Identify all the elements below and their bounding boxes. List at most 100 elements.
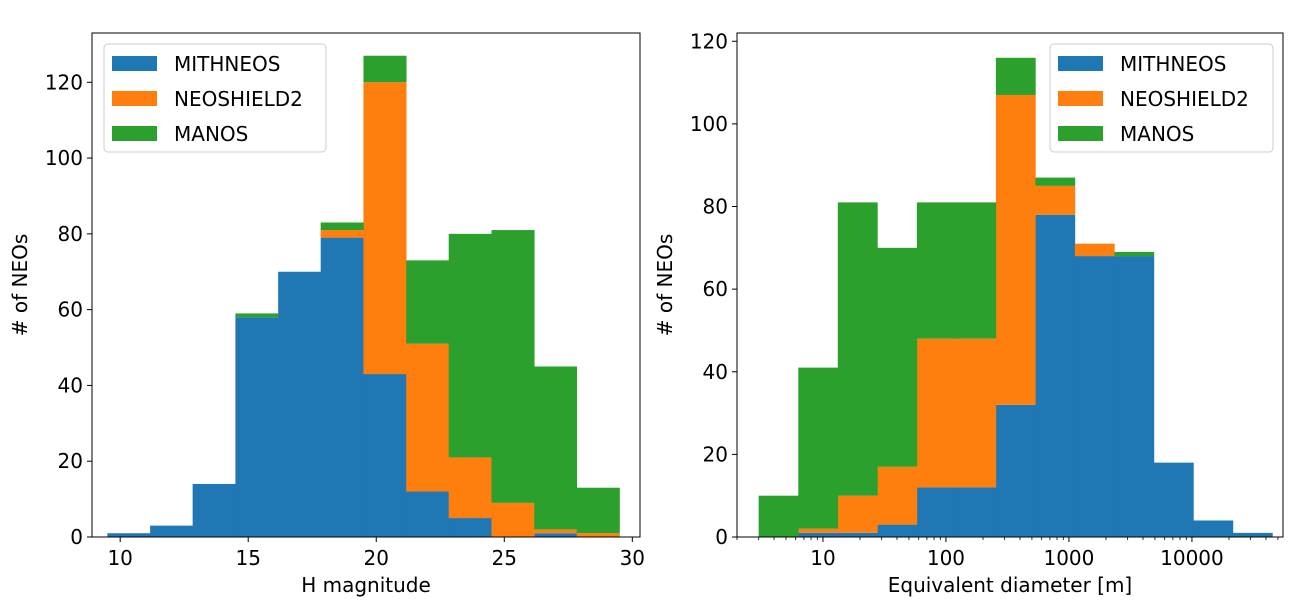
y-tick-label: 60 (703, 277, 728, 301)
legend: MITHNEOS NEOSHIELD2 MANOS (103, 43, 327, 153)
bar-manos-10 (534, 366, 578, 530)
bar-manos-11 (576, 487, 620, 534)
bar-mithneos-1 (150, 525, 193, 537)
bar-neoshield2-6 (363, 82, 407, 375)
bar-mithneos-0 (107, 533, 151, 537)
x-tick-label: 10 (107, 546, 132, 570)
y-tick-label: 80 (703, 195, 728, 219)
y-tick-label: 20 (703, 442, 728, 466)
x-tick-label: 20 (364, 546, 389, 570)
bar-neoshield2-9 (491, 502, 535, 537)
legend-swatch-neoshield2 (112, 91, 157, 106)
bar-mithneos-8 (1074, 256, 1115, 537)
bar-mithneos-3 (235, 317, 279, 537)
bar-mithneos-2 (837, 532, 878, 537)
legend: MITHNEOS NEOSHIELD2 MANOS (1049, 43, 1274, 153)
bar-mithneos-5 (956, 487, 997, 537)
legend-swatch-mithneos (112, 56, 157, 71)
bar-manos-7 (1035, 177, 1076, 186)
bar-mithneos-2 (192, 483, 236, 537)
x-tick-label: 25 (492, 546, 517, 570)
series-mithneos (798, 214, 1273, 537)
y-tick-label: 80 (58, 222, 83, 246)
bar-manos-0 (758, 495, 799, 537)
bar-neoshield2-7 (406, 343, 450, 492)
legend-box (103, 43, 327, 153)
bar-manos-2 (837, 202, 878, 496)
bar-mithneos-7 (406, 491, 450, 537)
legend-swatch-manos (112, 126, 157, 141)
x-tick-label: 100 (927, 546, 965, 570)
bar-neoshield2-1 (798, 528, 839, 533)
bar-neoshield2-8 (1074, 243, 1115, 257)
y-tick-label: 120 (45, 70, 83, 94)
x-tick-label: 10 (810, 546, 835, 570)
bar-manos-1 (798, 367, 839, 529)
y-tick-label: 100 (45, 146, 83, 170)
y-axis-label: # of NEOs (653, 234, 677, 337)
bar-manos-9 (491, 230, 535, 503)
axes-frame (736, 32, 1284, 538)
bar-mithneos-11 (1193, 520, 1234, 537)
y-tick-label: 0 (715, 525, 728, 549)
axes-frame (91, 32, 641, 538)
y-tick-label: 0 (70, 525, 83, 549)
legend-box (1049, 43, 1274, 153)
series-manos (758, 57, 1155, 537)
x-axis-label: Equivalent diameter [m] (888, 573, 1133, 597)
bar-neoshield2-5 (320, 230, 364, 238)
series-neoshield2 (320, 82, 620, 537)
legend-swatch-mithneos (1058, 56, 1103, 71)
bar-mithneos-1 (798, 532, 839, 537)
bar-neoshield2-8 (448, 457, 492, 519)
legend-label-mithneos: MITHNEOS (1120, 52, 1226, 76)
bar-manos-5 (320, 222, 364, 231)
series-mithneos (107, 237, 578, 537)
legend-label-neoshield2: NEOSHIELD2 (174, 87, 303, 111)
bar-mithneos-9 (1114, 256, 1155, 537)
legend-label-mithneos: MITHNEOS (174, 52, 280, 76)
bar-mithneos-5 (320, 237, 364, 537)
bar-manos-8 (448, 233, 492, 458)
x-axis-label: H magnitude (301, 573, 431, 597)
y-tick-label: 120 (690, 29, 728, 53)
bar-manos-9 (1114, 251, 1155, 257)
y-tick-label: 40 (703, 360, 728, 384)
bar-mithneos-12 (1232, 532, 1273, 537)
bar-mithneos-6 (363, 374, 407, 537)
bar-neoshield2-4 (916, 338, 957, 488)
x-tick-label: 15 (235, 546, 260, 570)
legend-swatch-manos (1058, 126, 1103, 141)
bar-neoshield2-5 (956, 338, 997, 488)
bar-neoshield2-3 (877, 466, 918, 525)
x-tick-label: 30 (620, 546, 645, 570)
y-tick-label: 40 (58, 373, 83, 397)
bar-mithneos-7 (1035, 214, 1076, 537)
series-neoshield2 (798, 94, 1115, 533)
bar-mithneos-6 (995, 404, 1036, 537)
bar-neoshield2-7 (1035, 185, 1076, 215)
bar-manos-7 (406, 260, 450, 344)
y-axis-label: # of NEOs (8, 234, 32, 337)
y-tick-label: 20 (58, 449, 83, 473)
legend-label-manos: MANOS (174, 122, 248, 146)
y-tick-label: 60 (58, 298, 83, 322)
bar-manos-4 (916, 202, 957, 339)
bar-manos-6 (995, 57, 1036, 95)
bar-manos-5 (956, 202, 997, 339)
y-tick-label: 100 (690, 112, 728, 136)
x-tick-label: 1000 (1043, 546, 1094, 570)
bar-mithneos-10 (1153, 462, 1194, 537)
bar-mithneos-4 (278, 271, 321, 537)
legend-label-neoshield2: NEOSHIELD2 (1120, 87, 1249, 111)
series-manos (235, 55, 620, 534)
bar-neoshield2-11 (576, 533, 620, 537)
bar-manos-3 (877, 247, 918, 467)
bar-mithneos-10 (534, 533, 578, 537)
x-tick-label: 10000 (1160, 546, 1224, 570)
bar-neoshield2-10 (534, 529, 578, 534)
diameter-histogram: 10 100 1000 10000 0 20 40 60 80 100 120 Equivalent … (653, 29, 1284, 597)
bar-manos-6 (363, 55, 407, 83)
bar-neoshield2-6 (995, 94, 1036, 405)
